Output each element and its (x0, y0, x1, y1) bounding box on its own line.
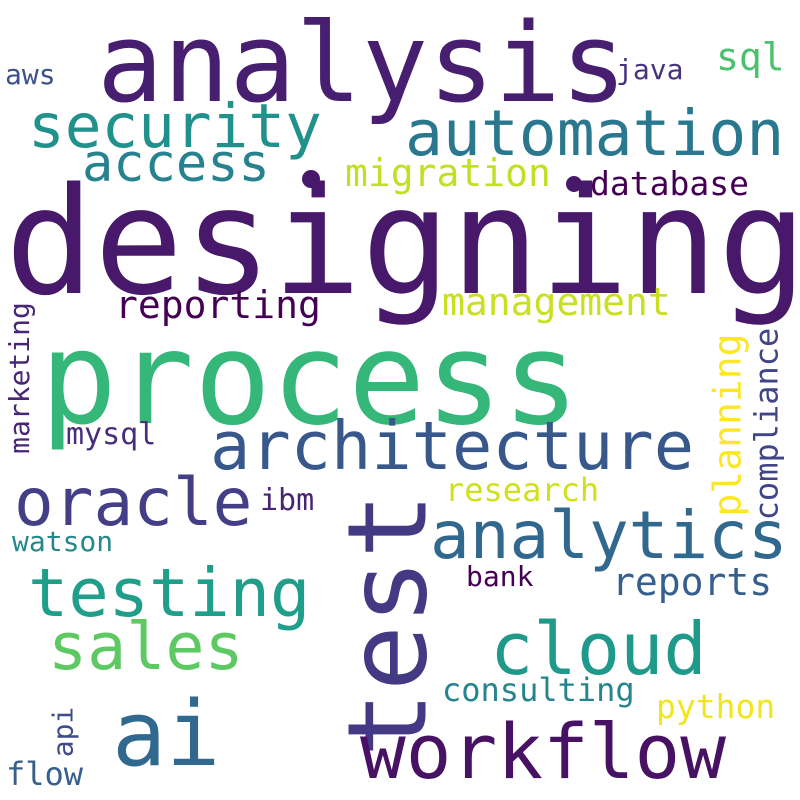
word-mysql: mysql (66, 417, 157, 452)
word-sales: sales (48, 610, 244, 685)
word-research: research (445, 471, 600, 509)
word-workflow: workflow (360, 707, 727, 796)
word-architecture: architecture (210, 407, 695, 485)
word-oracle: oracle (14, 464, 253, 541)
word-database: database (590, 164, 749, 203)
word-ai: ai (112, 682, 221, 787)
word-reports: reports (612, 560, 773, 604)
word-marketing: marketing (2, 302, 36, 454)
word-migration: migration (345, 151, 551, 195)
word-bank: bank (466, 560, 534, 593)
dot-accent (566, 176, 582, 192)
word-api: api (46, 706, 80, 758)
dot-accent (302, 170, 320, 188)
word-reporting: reporting (115, 283, 321, 327)
word-flow: flow (6, 755, 84, 793)
word-compliance: compliance (747, 327, 786, 521)
word-sql: sql (716, 35, 785, 79)
word-management: management (442, 280, 671, 324)
word-process: process (40, 305, 580, 454)
word-planning: planning (705, 333, 750, 517)
word-consulting: consulting (442, 671, 635, 709)
word-testing: testing (28, 554, 311, 632)
word-java: java (616, 53, 684, 86)
word-automation: automation (405, 97, 785, 170)
word-python: python (656, 687, 776, 726)
word-aws: aws (5, 58, 56, 91)
word-cloud: cloud (490, 607, 707, 691)
word-ibm: ibm (260, 483, 315, 518)
word-security: security (28, 91, 322, 162)
word-access: access (82, 134, 270, 194)
word-designing: designing (5, 156, 800, 328)
word-analytics: analytics (430, 497, 788, 574)
word-watson: watson (12, 525, 114, 558)
word-analysis: analysis (97, 0, 627, 127)
